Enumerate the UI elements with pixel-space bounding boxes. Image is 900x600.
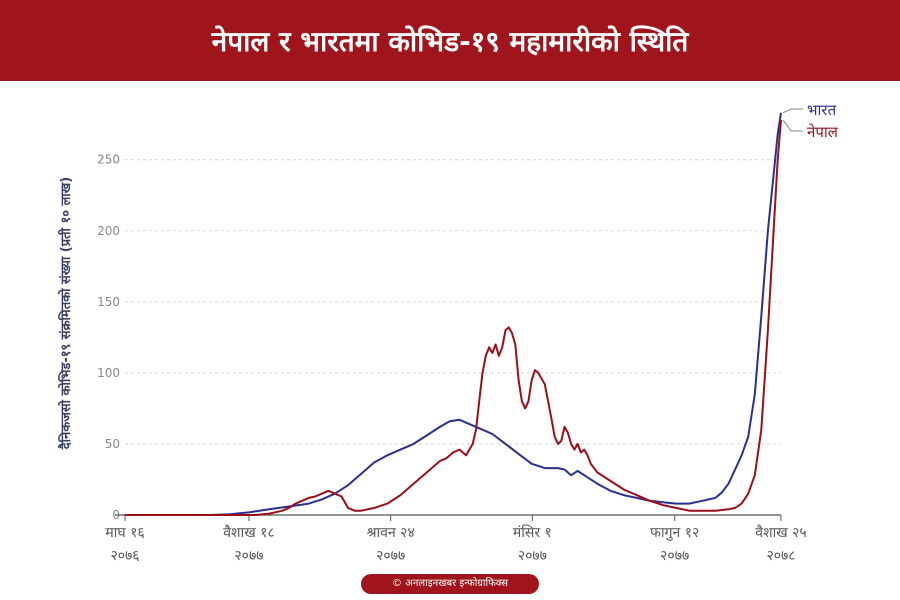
x-tick-label: श्रावन २४ xyxy=(367,525,415,541)
x-tick-year: २०७७ xyxy=(376,548,405,564)
y-tick-label: 250 xyxy=(97,153,120,167)
x-tick-label: मंसिर १ xyxy=(513,524,552,541)
credit-badge: © अनलाइनखबर इन्फोग्राफिक्स xyxy=(361,574,539,594)
x-tick-year: २०७७ xyxy=(660,548,689,564)
header-banner: नेपाल र भारतमा कोभिड-१९ महामारीको स्थिति xyxy=(0,0,900,81)
chart-legend: भारत नेपाल xyxy=(782,101,839,141)
x-tick-label: माघ १६ xyxy=(105,525,144,541)
x-tick-year: २०७८ xyxy=(766,548,795,564)
y-tick-label: 50 xyxy=(105,437,120,451)
legend-label-india: भारत xyxy=(807,101,837,119)
x-tick-label: वैशाख २५ xyxy=(755,524,806,541)
x-tick-label: फागुन १२ xyxy=(650,525,699,541)
y-tick-label: 200 xyxy=(97,224,120,238)
legend-label-nepal: नेपाल xyxy=(807,123,839,141)
series-line-india xyxy=(125,112,782,516)
chart-grid xyxy=(125,159,781,445)
y-axis-label: दैनिकजसो कोभिड-१९ संक्रमितको संख्या (प्र… xyxy=(58,177,74,451)
series-line-nepal xyxy=(125,119,782,516)
x-tick-year: २०७७ xyxy=(234,548,263,564)
y-tick-label: 150 xyxy=(97,295,120,309)
x-axis: माघ १६ २०७६ वैशाख १८ २०७७ श्रावन २४ २०७७ मंसिर… xyxy=(105,514,807,564)
legend-leader xyxy=(782,108,803,114)
x-tick-label: वैशाख १८ xyxy=(223,524,274,541)
x-tick-year: २०७७ xyxy=(518,548,547,564)
chart-series xyxy=(125,112,782,516)
y-tick-label: 100 xyxy=(97,366,120,380)
legend-leader xyxy=(782,119,803,132)
page-title: नेपाल र भारतमा कोभिड-१९ महामारीको स्थिति xyxy=(211,24,689,58)
x-tick-year: २०७६ xyxy=(110,548,139,564)
